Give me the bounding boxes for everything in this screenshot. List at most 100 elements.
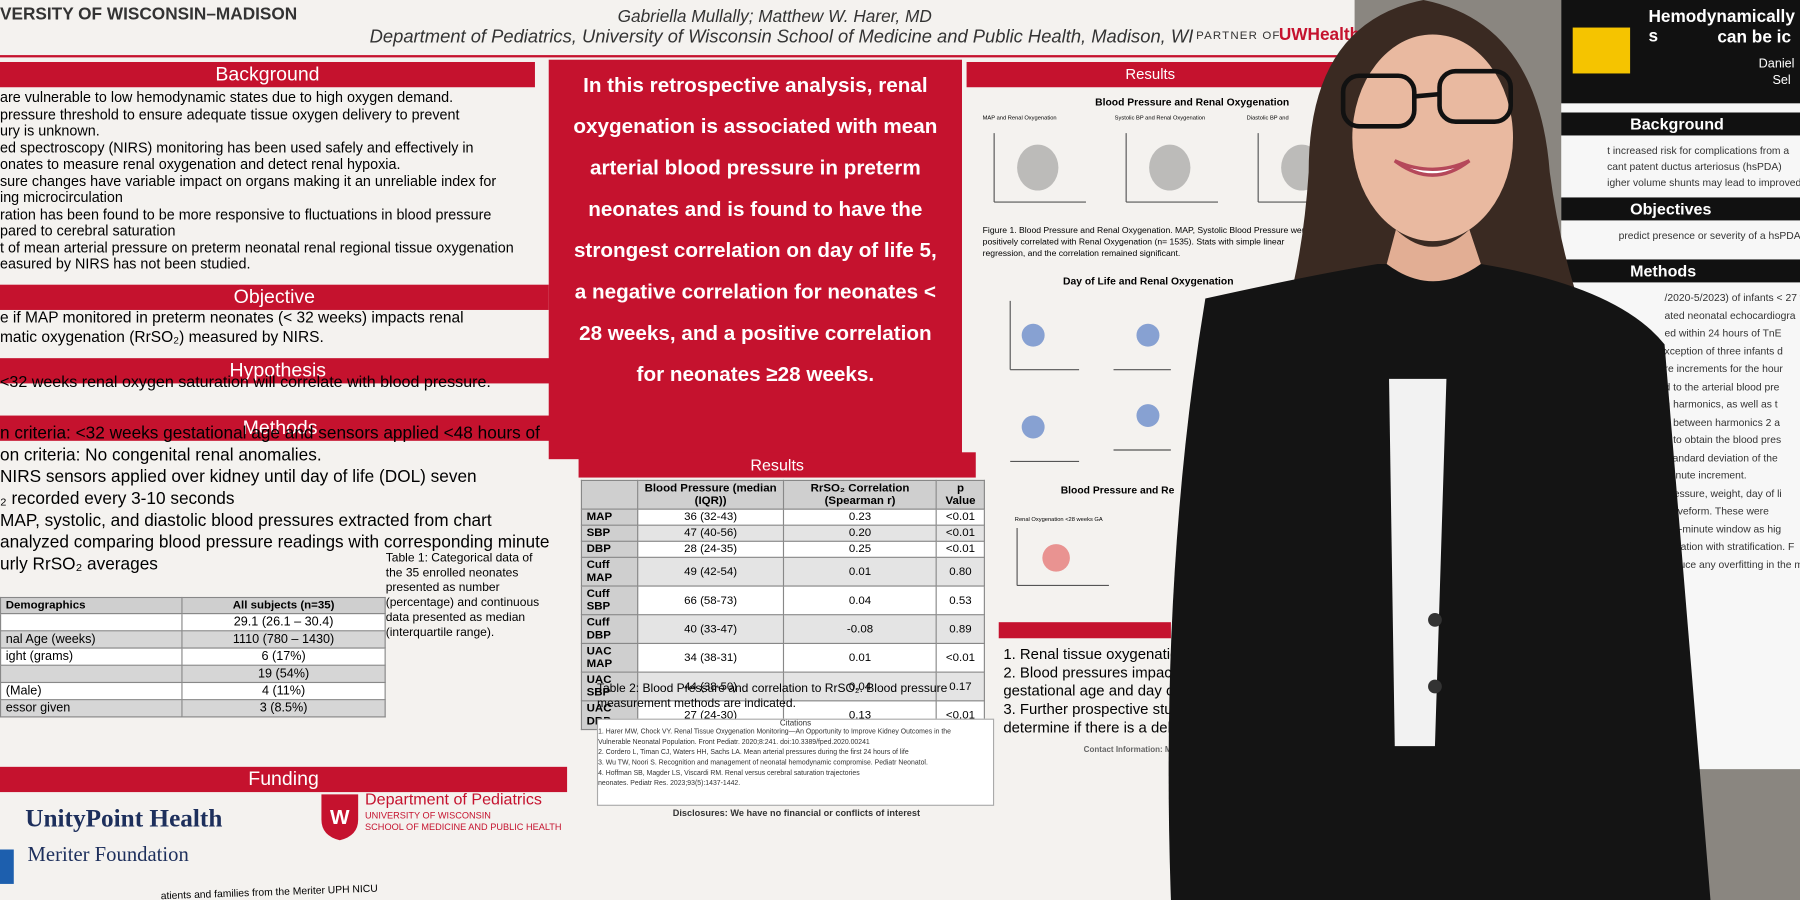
citations-heading: Citations bbox=[779, 719, 812, 728]
background-text: are vulnerable to low hemodynamic states… bbox=[0, 90, 540, 273]
text-line: easured by NIRS has not been studied. bbox=[0, 255, 251, 273]
key-finding: In this retrospective analysis, renal ox… bbox=[548, 59, 962, 460]
column-header: All subjects (n=35) bbox=[181, 596, 386, 615]
text-line: are vulnerable to low hemodynamic states… bbox=[0, 89, 454, 106]
text-line: gestational age and day of bbox=[1003, 681, 1176, 700]
citations: 1. Harer MW, Chock VY. Renal Tissue Oxyg… bbox=[598, 728, 993, 790]
university: VERSITY OF WISCONSIN–MADISON bbox=[0, 4, 298, 25]
partner: PARTNER OF bbox=[1196, 29, 1281, 43]
section-heading: Results bbox=[966, 61, 1334, 88]
poster2-text: t increased risk for complications from … bbox=[1561, 135, 1800, 197]
thanks: atients and families from the Meriter UP… bbox=[160, 882, 378, 900]
text-line: ury is unknown. bbox=[0, 122, 100, 139]
crest: W bbox=[321, 794, 359, 841]
column-header: Blood Pressure (median (IQR)) bbox=[637, 479, 785, 510]
cell: 36 (32-43) bbox=[637, 508, 785, 526]
text-line: 1. Renal tissue oxygenation in bbox=[1003, 645, 1175, 663]
cell: <0.01 bbox=[936, 508, 985, 526]
sponsor: UnityPoint Health bbox=[25, 803, 223, 833]
cell: 4 (11%) bbox=[181, 681, 386, 701]
text-line: ration has been found to be more respons… bbox=[0, 206, 492, 223]
table-row: Cuff MAP 49 (42-54) 0.01 0.80 bbox=[580, 556, 985, 587]
text-line: d to the arterial blood pre bbox=[1664, 380, 1780, 393]
table-row: essor given 3 (8.5%) bbox=[0, 699, 386, 718]
figure-caption: Figure 1. Blood Pressure and Renal Oxyge… bbox=[982, 225, 1321, 259]
row-header: DBP bbox=[580, 540, 639, 558]
table1-caption: Table 1: Categorical data of the 35 enro… bbox=[385, 551, 540, 640]
table-row: DBP 28 (24-35) 0.25 <0.01 bbox=[580, 540, 985, 558]
section-heading: Hypothesis bbox=[0, 358, 556, 384]
text-line: ₂ recorded every 3-10 seconds bbox=[0, 489, 235, 509]
rule bbox=[0, 55, 1344, 58]
department: Department of Pediatrics, University of … bbox=[369, 27, 1194, 48]
cell: 19 (54%) bbox=[181, 664, 386, 684]
contact: Contact Information: Matt bbox=[1083, 746, 1182, 755]
text-line: reduce any overfitting in the m bbox=[1664, 558, 1800, 570]
text-line: predict presence or severity of a hsPDA … bbox=[1618, 229, 1800, 242]
text-line: analyzed comparing blood pressure readin… bbox=[0, 532, 550, 553]
text-line: e between harmonics 2 a bbox=[1664, 416, 1780, 428]
text-line: sure changes have variable impact on org… bbox=[0, 172, 497, 189]
text-line: xception of three infants d bbox=[1664, 344, 1783, 357]
text-line: /2020-5/2023) of infants < 27 w bbox=[1664, 291, 1800, 304]
logo-mark bbox=[0, 849, 14, 884]
cell: 47 (40-56) bbox=[637, 524, 785, 542]
text-line: standard deviation of the bbox=[1664, 451, 1778, 464]
poster2-title: can be ic bbox=[1717, 27, 1792, 48]
cell: 0.53 bbox=[936, 585, 985, 616]
table-row: MAP 36 (32-43) 0.23 <0.01 bbox=[580, 508, 985, 526]
text-line: 1. Harer MW, Chock VY. Renal Tissue Oxyg… bbox=[598, 728, 951, 736]
text-line: 4. Hoffman SB, Magder LS, Viscardi RM. R… bbox=[598, 770, 860, 778]
scatter-plot bbox=[1125, 133, 1218, 203]
figure-panel: MAP and Renal Oxygenation bbox=[983, 115, 1104, 218]
row-header: Cuff SBP bbox=[580, 585, 639, 616]
table-row: nal Age (weeks) 1110 (780 – 1430) bbox=[0, 630, 386, 649]
cell: 0.01 bbox=[782, 556, 938, 587]
authors: Gabriella Mullally; Matthew W. Harer, MD bbox=[617, 6, 932, 27]
hypothesis-text: <32 weeks renal oxygen saturation will c… bbox=[0, 372, 558, 392]
text-line: MAP, systolic, and diastolic blood press… bbox=[0, 510, 492, 531]
table-row: ight (grams) 6 (17%) bbox=[0, 647, 386, 666]
dept-logo: Department of Pediatrics bbox=[365, 789, 542, 809]
cell: 66 (58-73) bbox=[637, 585, 785, 616]
table2-caption: Table 2: Blood Pressure and correlation … bbox=[596, 681, 948, 711]
cell: 0.04 bbox=[782, 585, 938, 616]
cell: 49 (42-54) bbox=[637, 556, 785, 587]
cell: 34 (38-31) bbox=[637, 642, 785, 673]
panel-title: Diastolic BP and bbox=[1246, 114, 1289, 122]
column-header: Demographics bbox=[0, 596, 183, 615]
text-line: t of mean arterial pressure on preterm n… bbox=[0, 239, 514, 256]
text-line: 3. Wu TW, Noori S. Recognition and manag… bbox=[598, 759, 928, 767]
cell: -0.08 bbox=[782, 614, 938, 645]
text-line: ed within 24 hours of TnE bbox=[1664, 327, 1782, 339]
section-heading: Background bbox=[0, 61, 535, 88]
header-row: Blood Pressure (median (IQR)) RrSO₂ Corre… bbox=[580, 479, 985, 510]
cell: 0.23 bbox=[782, 508, 938, 526]
cell: 0.25 bbox=[782, 540, 938, 558]
row-header: SBP bbox=[580, 524, 639, 542]
figure-panel: Systolic BP and Renal Oxygenation bbox=[1115, 115, 1236, 218]
cell: 6 (17%) bbox=[181, 647, 386, 666]
row-label: nal Age (weeks) bbox=[0, 630, 183, 649]
figure-3 bbox=[1016, 528, 1109, 587]
row-label bbox=[0, 664, 183, 684]
header-row: Demographics All subjects (n=35) bbox=[0, 596, 386, 615]
row-header: Cuff DBP bbox=[580, 614, 639, 645]
text-line: waveform. These were bbox=[1664, 505, 1769, 517]
row-header: UAC SBP bbox=[580, 671, 639, 702]
row-header: UAC MAP bbox=[580, 642, 639, 673]
panel-title: Systolic BP and Renal Oxygenation bbox=[1114, 114, 1206, 122]
disclosure: Disclosures: We have no financial or con… bbox=[672, 808, 921, 819]
text-line: ated neonatal echocardiogra bbox=[1664, 309, 1796, 321]
table-row: Cuff DBP 40 (33-47) -0.08 0.89 bbox=[580, 614, 985, 645]
text-line: h 5-minute window as hig bbox=[1664, 522, 1782, 535]
text-line: Vulnerable Neonatal Population. Front Pe… bbox=[598, 739, 870, 747]
figure-title: Blood Pressure and Re bbox=[1060, 484, 1175, 496]
text-line: onates to measure renal oxygenation and … bbox=[0, 156, 401, 173]
text-line: NIRS sensors applied over kidney until d… bbox=[0, 467, 477, 487]
section-heading: Methods bbox=[0, 415, 561, 441]
text-line: pared to cerebral saturation bbox=[0, 222, 176, 239]
row-label: (Male) bbox=[0, 681, 183, 701]
